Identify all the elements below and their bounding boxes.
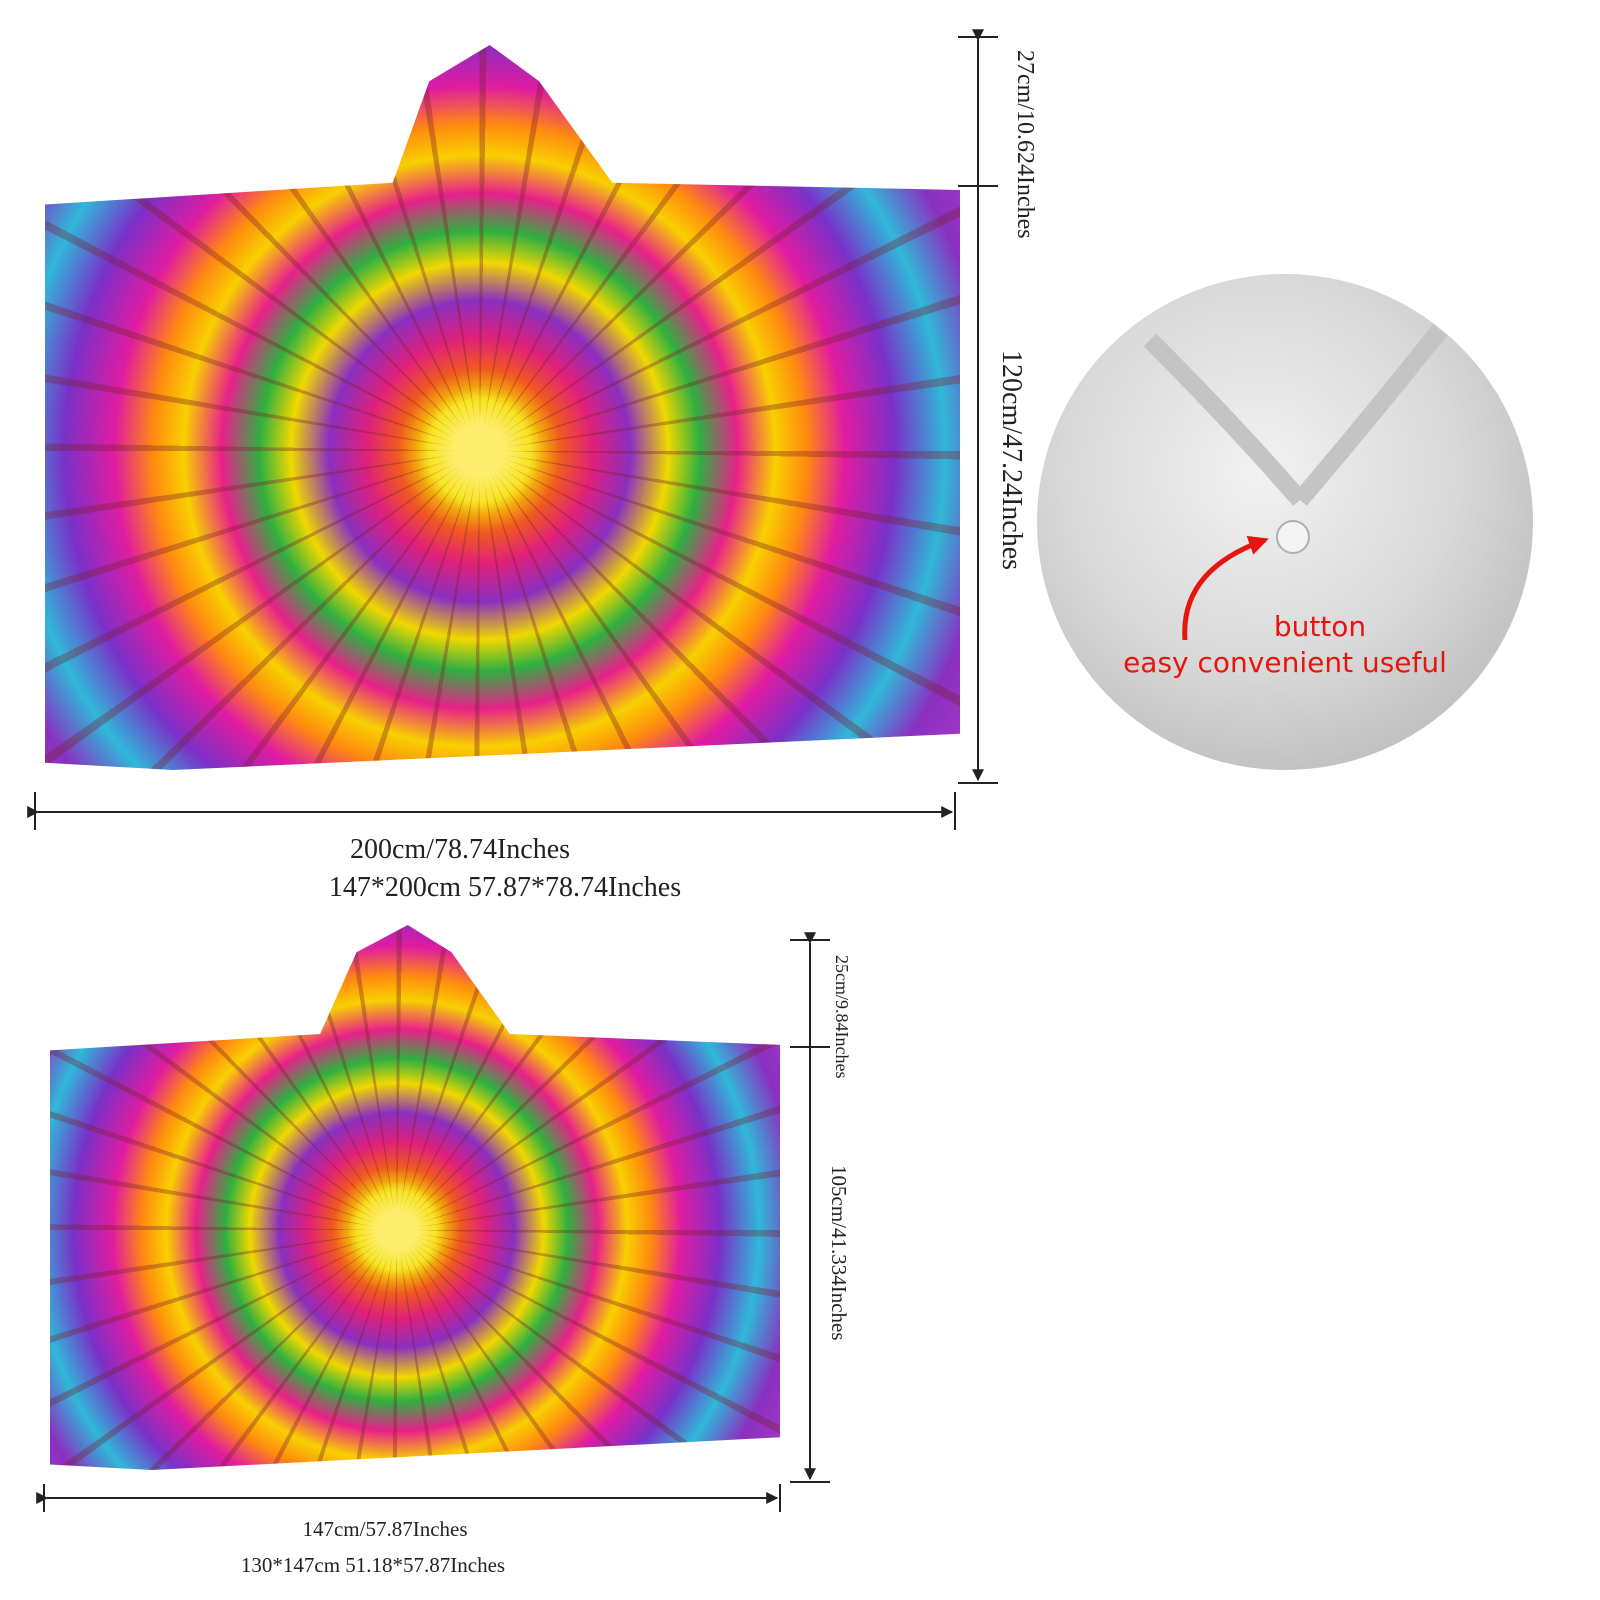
size: 147*200cm 57.87*78.74Inches [329,872,681,903]
button-label: button [1274,610,1366,643]
width: 200cm/78.74Inches [350,834,570,865]
button-icon [1276,520,1310,554]
arrow [1182,535,1269,641]
dimension-lines [27,29,998,1512]
button-caption: easy convenient useful [1123,646,1447,679]
body-height: 105cm/41.334Inches [827,1165,851,1341]
width: 147cm/57.87Inches [302,1517,467,1541]
hood-height: 25cm/9.84Inches [832,955,852,1078]
collar-fold [1143,324,1448,506]
hood-height: 27cm/10.624Inches [1012,50,1038,239]
size: 130*147cm 51.18*57.87Inches [241,1553,505,1577]
body-height: 120cm/47.24Inches [996,350,1027,570]
